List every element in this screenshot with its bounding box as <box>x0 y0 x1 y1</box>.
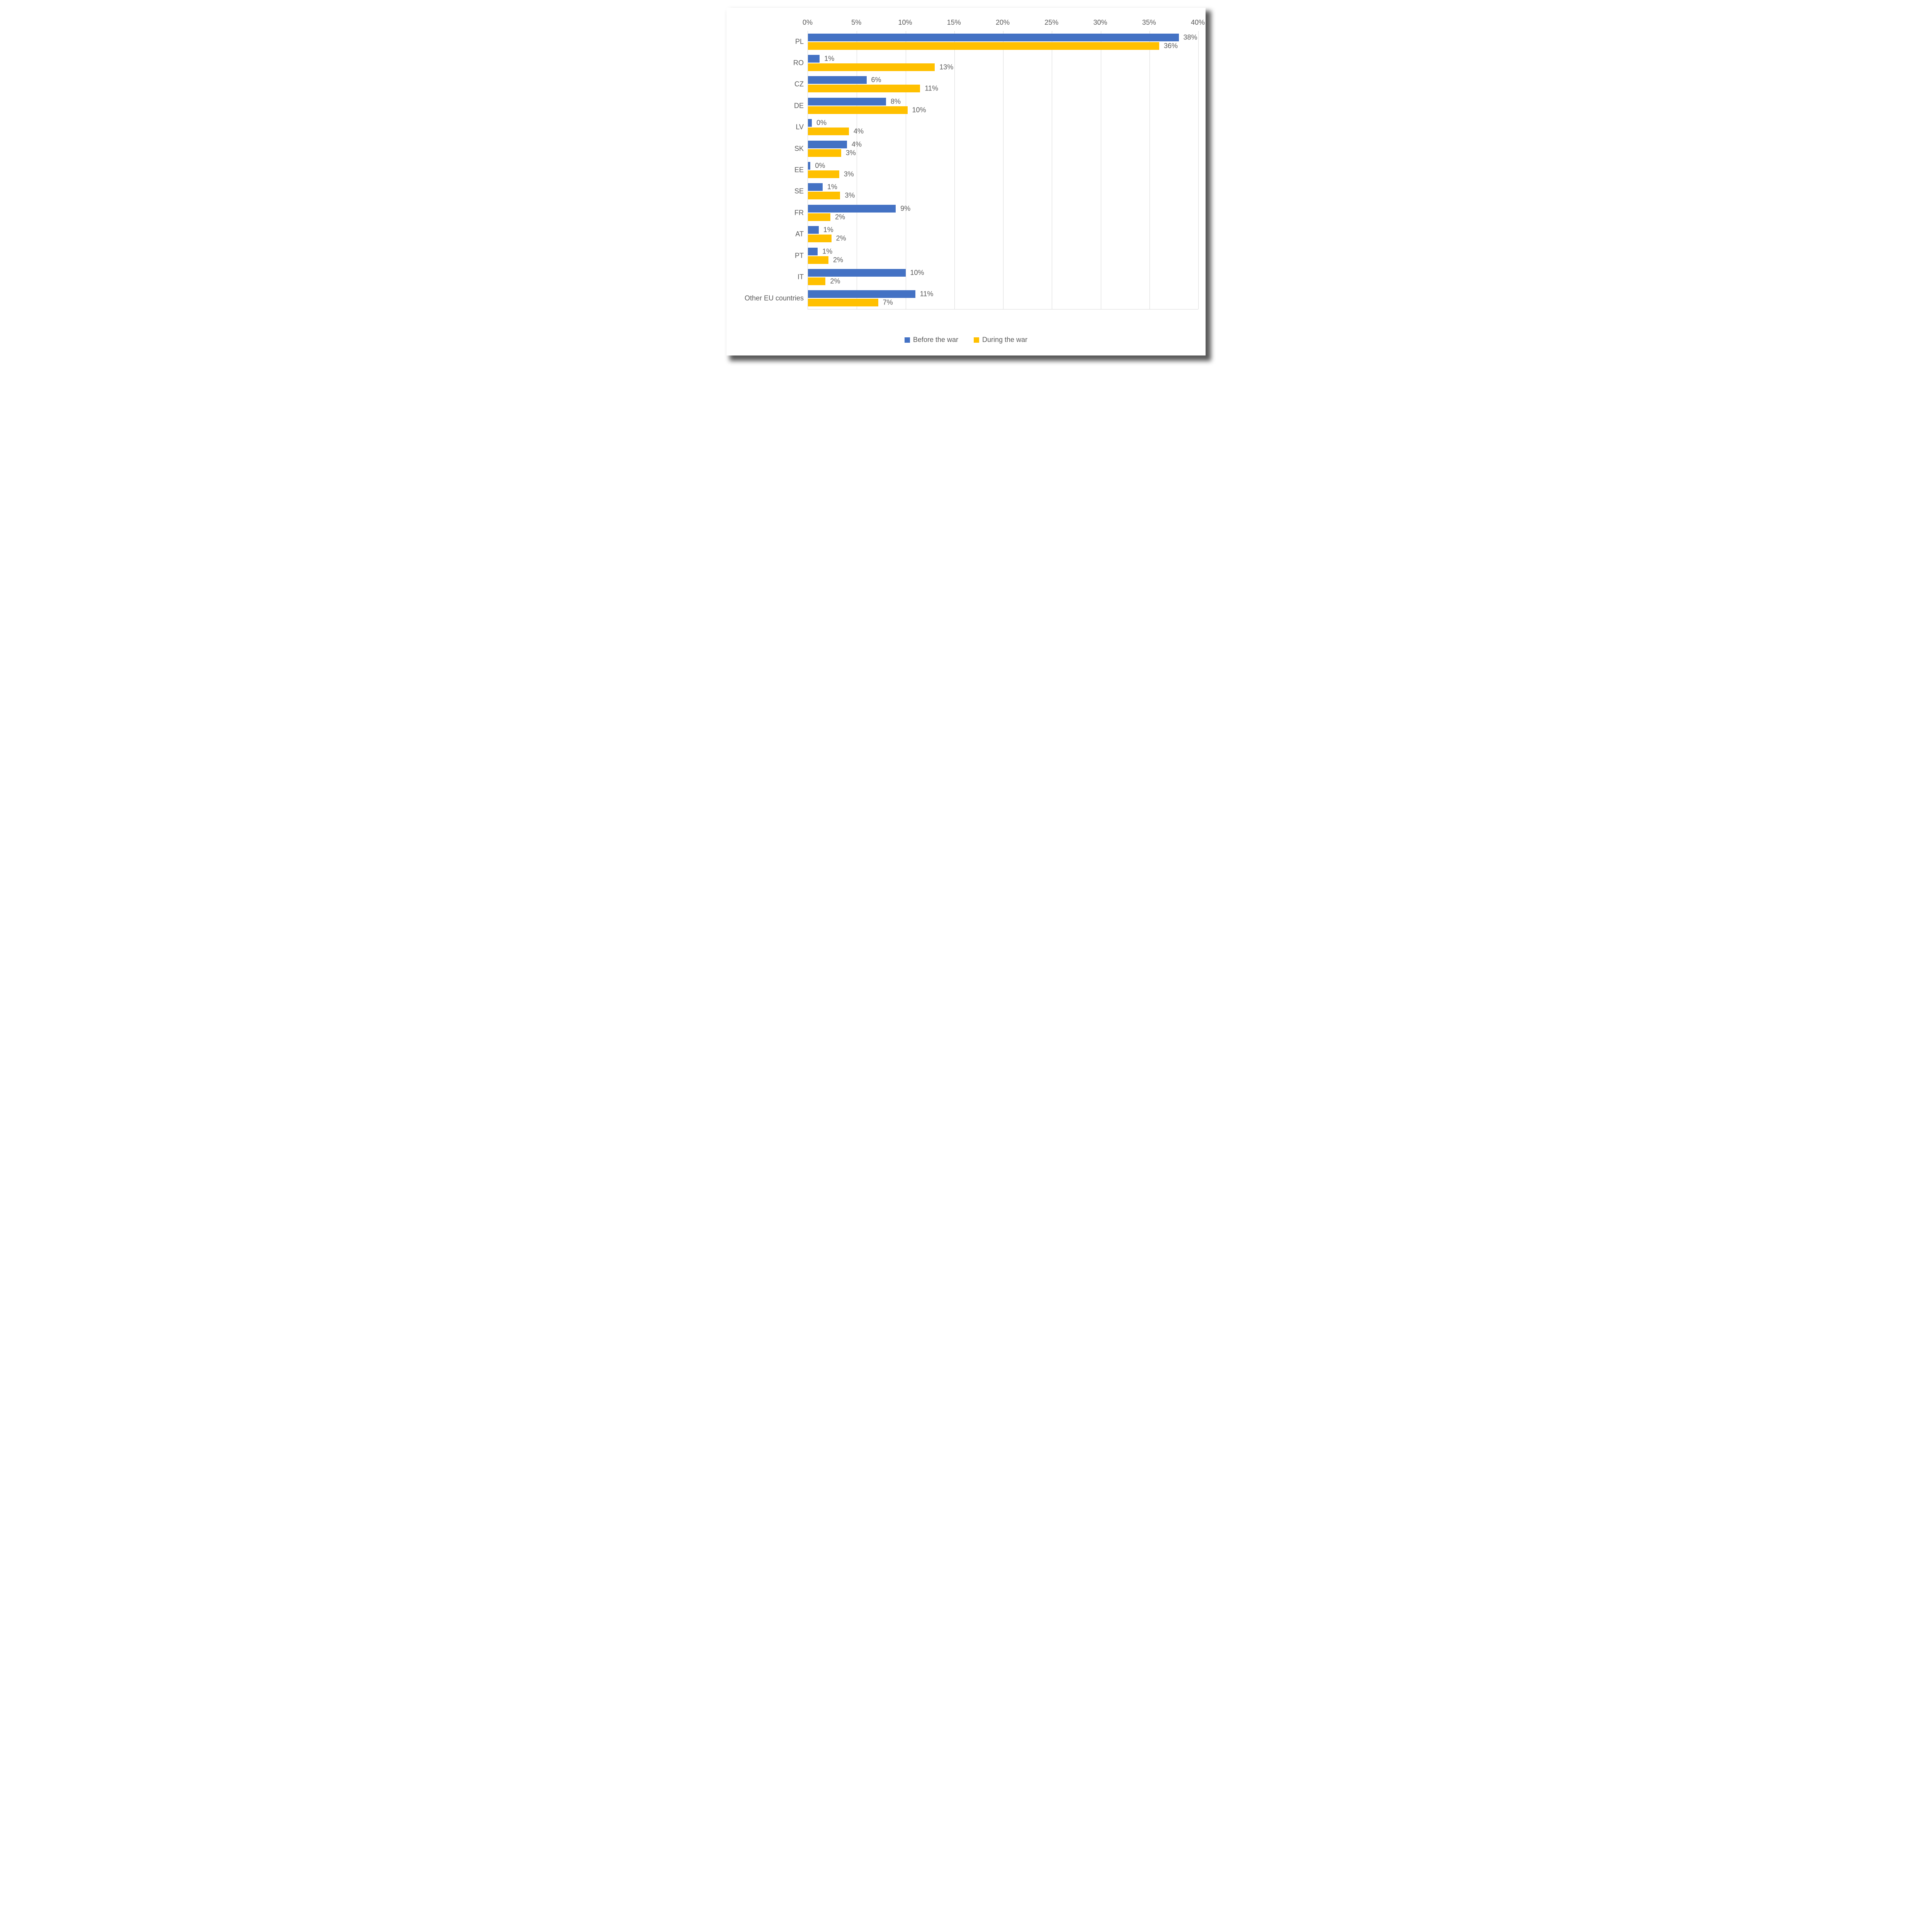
chart-container: 38%36%1%13%6%11%8%10%0%4%4%3%0%3%1%3%9%2… <box>726 8 1206 355</box>
bar <box>808 149 841 157</box>
chart-surface: 38%36%1%13%6%11%8%10%0%4%4%3%0%3%1%3%9%2… <box>726 8 1206 355</box>
data-label: 6% <box>871 76 881 84</box>
category-label: IT <box>798 273 804 281</box>
data-label: 11% <box>925 85 938 93</box>
bar <box>808 170 839 178</box>
legend-label: Before the war <box>913 336 958 344</box>
data-label: 0% <box>816 119 827 127</box>
bar <box>808 290 915 298</box>
category-label: SK <box>794 145 804 153</box>
data-label: 3% <box>846 149 856 157</box>
x-tick-label: 30% <box>1093 19 1107 27</box>
data-label: 11% <box>920 290 934 298</box>
bar <box>808 42 1159 50</box>
data-label: 10% <box>912 106 926 114</box>
x-tick-label: 5% <box>851 19 861 27</box>
data-label: 8% <box>891 97 901 105</box>
data-label: 4% <box>852 140 862 148</box>
category-label: AT <box>795 230 804 238</box>
bar <box>808 162 810 170</box>
category-label: Other EU countries <box>745 294 804 303</box>
bar <box>808 128 849 135</box>
data-label: 2% <box>830 277 840 285</box>
data-label: 1% <box>827 183 837 191</box>
bar <box>808 141 847 148</box>
category-label: RO <box>793 59 804 67</box>
bar <box>808 119 812 127</box>
data-label: 38% <box>1184 33 1197 41</box>
legend: Before the war During the war <box>726 336 1206 344</box>
bar <box>808 248 818 255</box>
category-label: LV <box>796 123 804 131</box>
x-tick-label: 35% <box>1142 19 1156 27</box>
bar <box>808 299 878 306</box>
x-tick-label: 15% <box>947 19 961 27</box>
bar <box>808 192 840 199</box>
category-label: CZ <box>794 80 804 88</box>
category-label: FR <box>794 209 804 217</box>
bar <box>808 63 935 71</box>
bar <box>808 235 832 242</box>
legend-swatch <box>974 337 979 343</box>
bar <box>808 226 819 234</box>
data-label: 1% <box>822 247 832 255</box>
bar <box>808 55 820 63</box>
category-label: PT <box>795 252 804 260</box>
data-label: 1% <box>824 55 834 63</box>
legend-swatch <box>905 337 910 343</box>
legend-item: During the war <box>974 336 1027 344</box>
data-label: 36% <box>1164 42 1178 50</box>
bar <box>808 106 908 114</box>
bar <box>808 269 906 277</box>
data-label: 7% <box>883 299 893 307</box>
gridline <box>1198 31 1199 309</box>
x-tick-label: 10% <box>898 19 912 27</box>
bar <box>808 34 1179 41</box>
data-label: 13% <box>939 63 953 71</box>
bar <box>808 183 823 191</box>
data-label: 4% <box>854 128 864 136</box>
data-label: 3% <box>844 170 854 179</box>
bar <box>808 76 867 84</box>
bar <box>808 205 896 213</box>
data-label: 9% <box>900 204 910 213</box>
data-label: 2% <box>833 256 843 264</box>
x-tick-label: 25% <box>1044 19 1058 27</box>
legend-label: During the war <box>982 336 1027 344</box>
legend-item: Before the war <box>905 336 958 344</box>
bar <box>808 213 830 221</box>
category-label: DE <box>794 102 804 110</box>
x-tick-label: 0% <box>803 19 813 27</box>
x-tick-label: 40% <box>1191 19 1205 27</box>
data-label: 2% <box>835 213 845 221</box>
bar <box>808 98 886 105</box>
category-label: SE <box>794 187 804 196</box>
plot-area: 38%36%1%13%6%11%8%10%0%4%4%3%0%3%1%3%9%2… <box>808 31 1198 310</box>
data-label: 0% <box>815 162 825 170</box>
bar <box>808 85 920 92</box>
data-label: 10% <box>910 269 924 277</box>
bar <box>808 256 828 264</box>
category-label: PL <box>795 37 804 46</box>
data-label: 2% <box>836 235 846 243</box>
gridline <box>954 31 955 309</box>
category-label: EE <box>794 166 804 174</box>
bar <box>808 277 825 285</box>
data-label: 3% <box>845 192 855 200</box>
x-tick-label: 20% <box>996 19 1010 27</box>
data-label: 1% <box>823 226 833 234</box>
